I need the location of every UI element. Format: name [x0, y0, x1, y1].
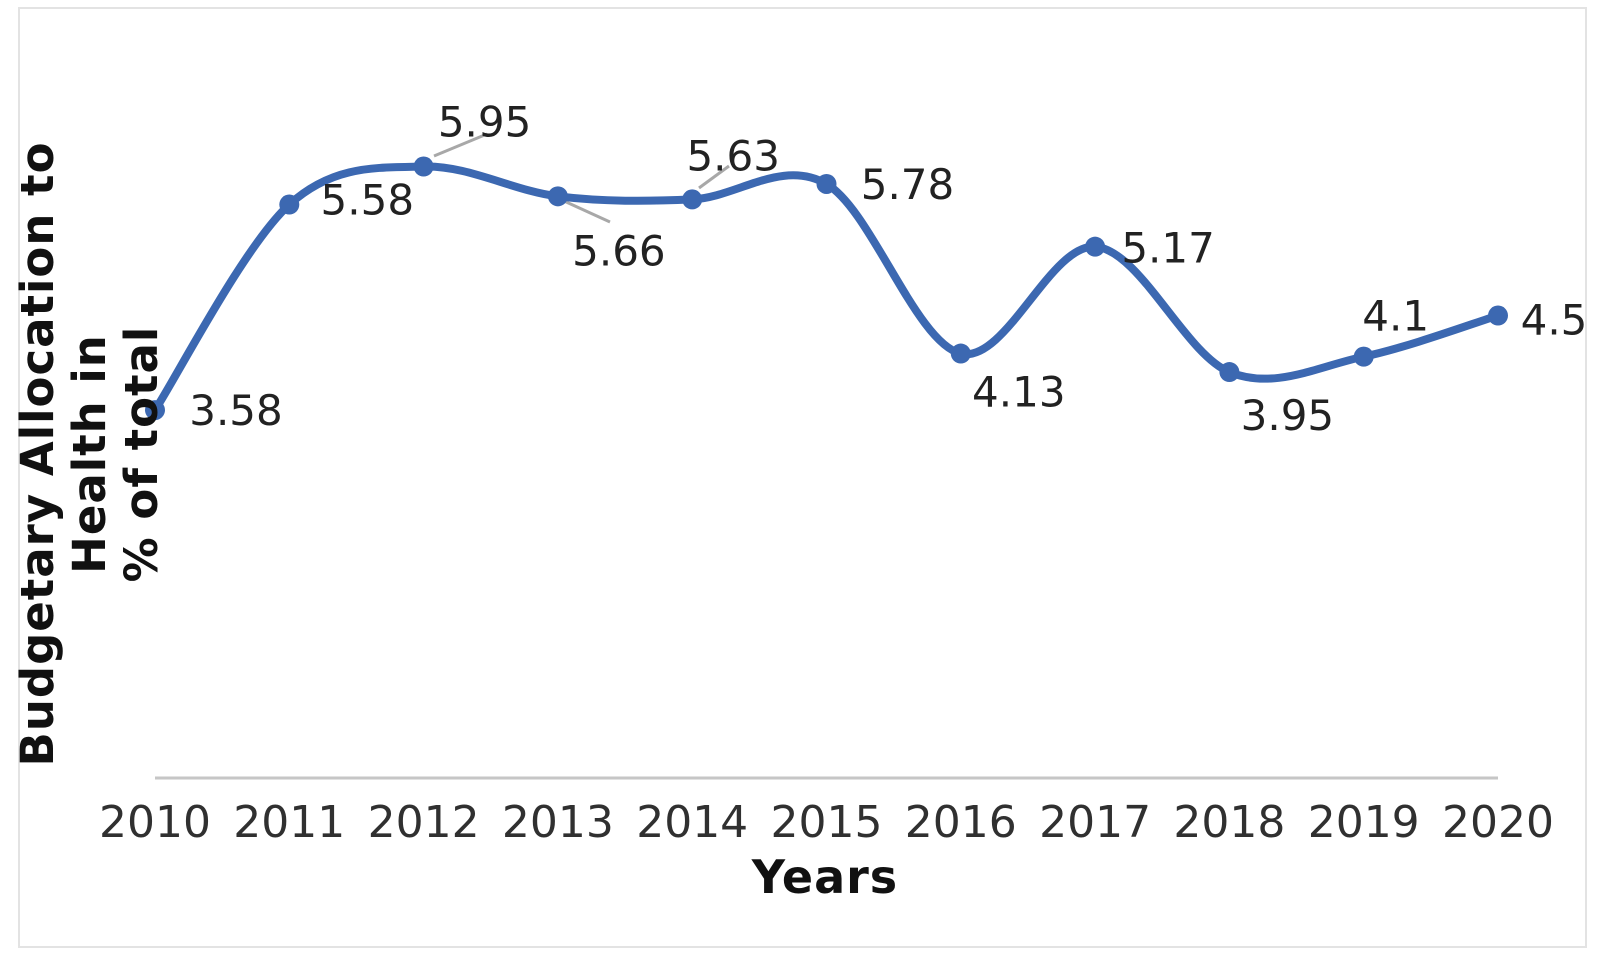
x-tick-label: 2011	[233, 797, 345, 848]
data-point-marker	[1219, 362, 1240, 383]
data-point-label: 5.17	[1121, 224, 1215, 273]
data-point-marker	[279, 194, 300, 215]
data-point-marker	[1085, 236, 1106, 257]
x-tick-label: 2018	[1173, 797, 1285, 848]
data-point-marker	[145, 400, 165, 421]
x-tick-label: 2017	[1039, 797, 1151, 848]
data-point-label: 4.13	[972, 368, 1066, 417]
y-axis-title-line1: Budgetary Allocation to Health in	[11, 141, 117, 767]
data-point-marker	[413, 156, 434, 177]
data-point-marker	[950, 343, 971, 364]
data-point-marker	[816, 173, 837, 194]
data-label-leader-line	[433, 132, 488, 158]
x-tick-label: 2016	[905, 797, 1017, 848]
y-axis-title-line2: % of total	[115, 325, 169, 583]
data-label-leader-line	[698, 164, 730, 190]
data-point-marker	[1488, 305, 1508, 326]
x-tick-label: 2019	[1308, 797, 1420, 848]
data-point-marker	[547, 186, 568, 207]
x-tick-label: 2012	[368, 797, 480, 848]
data-point-marker	[682, 189, 703, 210]
x-tick-label: 2020	[1442, 797, 1554, 848]
data-point-label: 5.78	[861, 160, 955, 209]
x-tick-label: 2015	[771, 797, 883, 848]
data-point-label: 3.95	[1241, 391, 1335, 440]
data-point-label: 3.58	[189, 386, 283, 435]
data-point-label: 4.5	[1521, 296, 1588, 345]
data-label-leader-line	[563, 199, 611, 224]
data-point-label: 4.1	[1362, 292, 1429, 341]
x-tick-label: 2014	[636, 797, 748, 848]
data-point-label: 5.63	[686, 131, 780, 180]
x-tick-label: 2013	[502, 797, 614, 848]
data-point-label: 5.95	[438, 98, 532, 147]
data-point-label: 5.66	[572, 226, 666, 275]
data-point-marker	[1353, 346, 1374, 367]
x-tick-label: 2010	[99, 797, 211, 848]
x-axis-title: Years	[751, 850, 899, 904]
series-line	[151, 162, 1502, 415]
y-axis-title: Budgetary Allocation to Health in % of t…	[11, 84, 168, 824]
data-point-label: 5.58	[321, 176, 415, 225]
